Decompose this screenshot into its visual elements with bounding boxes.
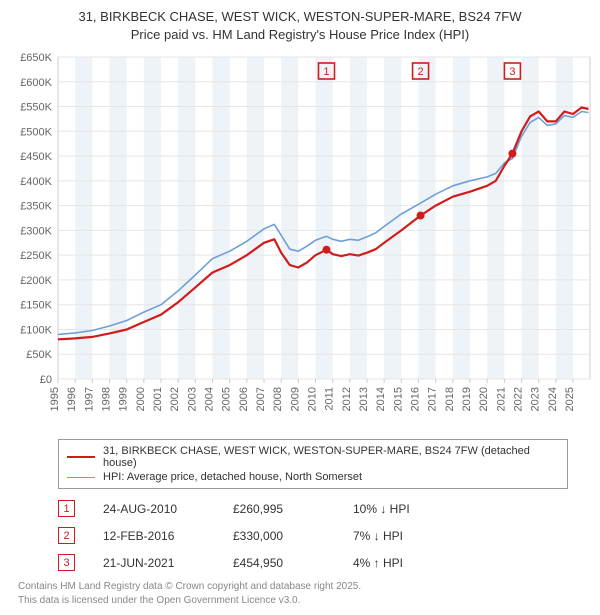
- sale-dot-1: [322, 246, 330, 254]
- svg-text:2015: 2015: [392, 387, 404, 411]
- svg-text:1995: 1995: [49, 387, 61, 411]
- sale-marker-num-3: 3: [509, 66, 515, 78]
- svg-text:2022: 2022: [513, 387, 525, 411]
- svg-text:2016: 2016: [410, 387, 422, 411]
- legend-swatch: [67, 477, 95, 478]
- sale-marker-num-1: 1: [323, 66, 329, 78]
- event-price: £330,000: [233, 529, 353, 543]
- svg-text:2005: 2005: [221, 387, 233, 411]
- svg-text:2003: 2003: [186, 387, 198, 411]
- chart-title: 31, BIRKBECK CHASE, WEST WICK, WESTON-SU…: [4, 8, 596, 43]
- svg-text:£100K: £100K: [20, 325, 52, 337]
- event-hpi-delta: 7% ↓ HPI: [353, 529, 473, 543]
- svg-text:2017: 2017: [427, 387, 439, 411]
- event-marker: 3: [58, 554, 75, 571]
- svg-text:£300K: £300K: [20, 225, 52, 237]
- svg-text:£500K: £500K: [20, 126, 52, 138]
- event-hpi-delta: 10% ↓ HPI: [353, 502, 473, 516]
- footer-line1: Contains HM Land Registry data © Crown c…: [18, 581, 361, 592]
- svg-text:£250K: £250K: [20, 250, 52, 262]
- line-chart-svg: £0 £50K £100K £150K £200K £250K £300K £350K £400…: [4, 49, 596, 429]
- legend-swatch: [67, 456, 95, 458]
- event-marker: 2: [58, 527, 75, 544]
- event-price: £454,950: [233, 556, 353, 570]
- svg-text:£50K: £50K: [26, 349, 52, 361]
- footer-attribution: Contains HM Land Registry data © Crown c…: [18, 580, 590, 607]
- event-row-3: 3 21-JUN-2021£454,9504% ↑ HPI: [58, 549, 590, 576]
- svg-text:1999: 1999: [118, 387, 130, 411]
- event-row-2: 2 12-FEB-2016£330,0007% ↓ HPI: [58, 522, 590, 549]
- svg-text:2004: 2004: [204, 387, 216, 411]
- event-marker: 1: [58, 500, 75, 517]
- svg-text:£550K: £550K: [20, 102, 52, 114]
- title-line1: 31, BIRKBECK CHASE, WEST WICK, WESTON-SU…: [78, 9, 521, 24]
- svg-text:2023: 2023: [530, 387, 542, 411]
- svg-text:2006: 2006: [238, 387, 250, 411]
- svg-text:2024: 2024: [547, 387, 559, 411]
- svg-text:2020: 2020: [478, 387, 490, 411]
- legend-item-0: 31, BIRKBECK CHASE, WEST WICK, WESTON-SU…: [67, 444, 559, 470]
- svg-text:1998: 1998: [101, 387, 113, 411]
- legend: 31, BIRKBECK CHASE, WEST WICK, WESTON-SU…: [58, 439, 568, 489]
- svg-text:£200K: £200K: [20, 275, 52, 287]
- svg-text:£650K: £650K: [20, 52, 52, 64]
- svg-text:£150K: £150K: [20, 300, 52, 312]
- sale-dot-2: [417, 212, 425, 220]
- footer-line2: This data is licensed under the Open Gov…: [18, 595, 300, 606]
- svg-text:£450K: £450K: [20, 151, 52, 163]
- chart-plot-area: £0 £50K £100K £150K £200K £250K £300K £350K £400…: [4, 49, 596, 429]
- event-row-1: 1 24-AUG-2010£260,99510% ↓ HPI: [58, 495, 590, 522]
- event-hpi-delta: 4% ↑ HPI: [353, 556, 473, 570]
- svg-text:2001: 2001: [152, 387, 164, 411]
- legend-label: 31, BIRKBECK CHASE, WEST WICK, WESTON-SU…: [103, 445, 559, 469]
- svg-text:1996: 1996: [66, 387, 78, 411]
- svg-text:2019: 2019: [461, 387, 473, 411]
- svg-text:2002: 2002: [169, 387, 181, 411]
- svg-text:2009: 2009: [289, 387, 301, 411]
- svg-text:2013: 2013: [358, 387, 370, 411]
- svg-text:2010: 2010: [307, 387, 319, 411]
- svg-text:2014: 2014: [375, 387, 387, 411]
- event-date: 24-AUG-2010: [103, 502, 233, 516]
- svg-text:2021: 2021: [495, 387, 507, 411]
- legend-label: HPI: Average price, detached house, Nort…: [103, 471, 362, 483]
- svg-text:2018: 2018: [444, 387, 456, 411]
- legend-item-1: HPI: Average price, detached house, Nort…: [67, 470, 559, 484]
- svg-text:2025: 2025: [564, 387, 576, 411]
- svg-text:1997: 1997: [83, 387, 95, 411]
- event-date: 21-JUN-2021: [103, 556, 233, 570]
- svg-text:£400K: £400K: [20, 176, 52, 188]
- svg-text:£350K: £350K: [20, 201, 52, 213]
- svg-text:2007: 2007: [255, 387, 267, 411]
- sale-dot-3: [508, 150, 516, 158]
- sale-events-list: 1 24-AUG-2010£260,99510% ↓ HPI 2 12-FEB-201…: [58, 495, 590, 576]
- svg-text:2011: 2011: [324, 387, 336, 411]
- svg-text:2012: 2012: [341, 387, 353, 411]
- event-date: 12-FEB-2016: [103, 529, 233, 543]
- svg-text:2008: 2008: [272, 387, 284, 411]
- event-price: £260,995: [233, 502, 353, 516]
- svg-text:£0: £0: [40, 374, 52, 386]
- svg-text:£600K: £600K: [20, 77, 52, 89]
- svg-text:2000: 2000: [135, 387, 147, 411]
- title-line2: Price paid vs. HM Land Registry's House …: [131, 27, 469, 42]
- sale-marker-num-2: 2: [418, 66, 424, 78]
